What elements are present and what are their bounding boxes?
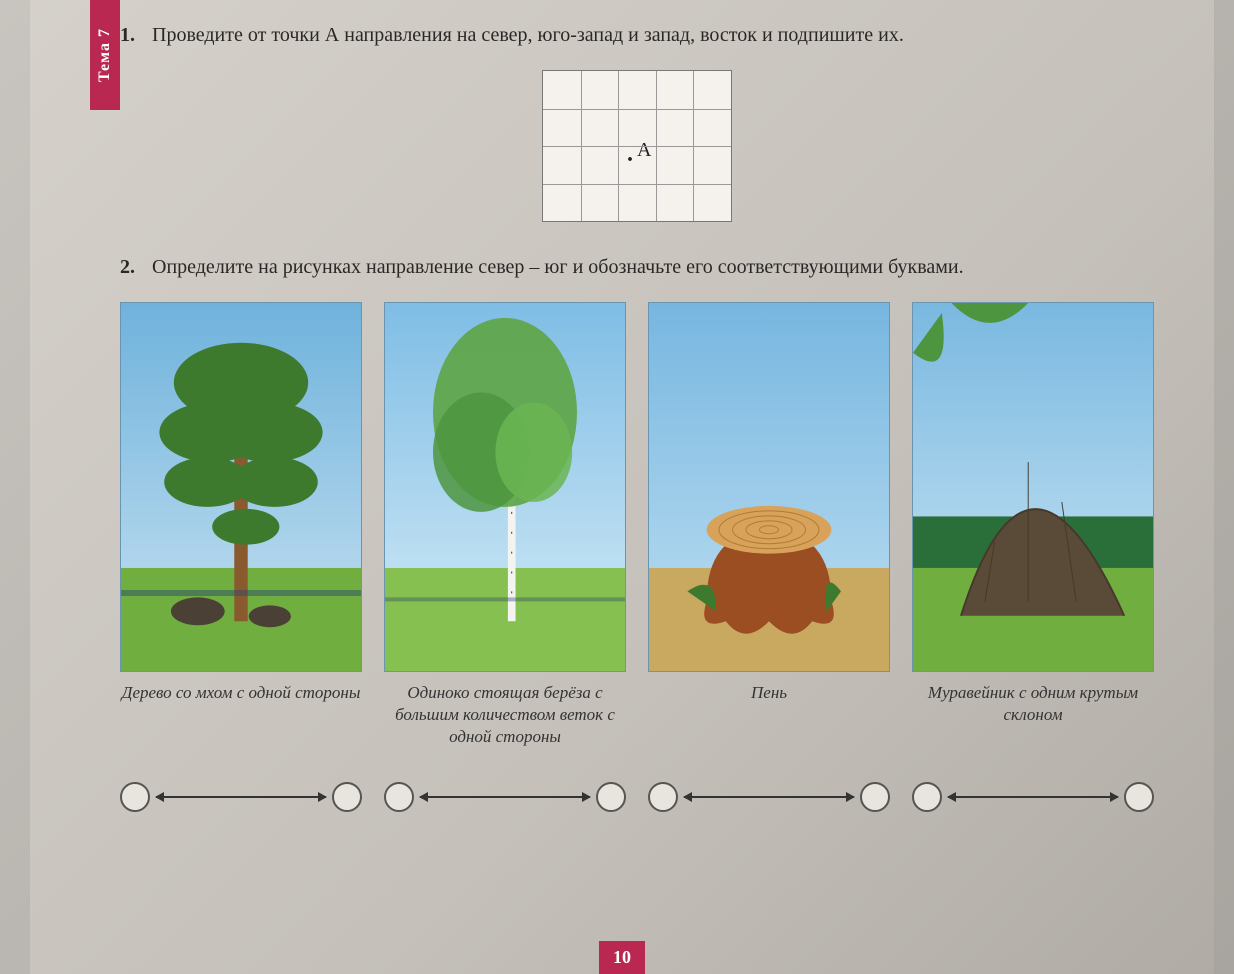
task-1-body: Проведите от точки А направления на севе… [152,24,904,46]
direction-circle-right[interactable] [596,782,626,812]
direction-answer-row [648,782,890,812]
direction-circle-left[interactable] [120,782,150,812]
task-2-text: 2. Определите на рисунках направление се… [120,252,1154,282]
illustration-pine [120,302,362,672]
illustration-birch [384,302,626,672]
direction-answer-row [384,782,626,812]
task-2-number: 2. [120,256,135,278]
illustration-card: Дерево со мхом с одной стороны [120,302,362,812]
task-2-body: Определите на рисунках направление север… [152,256,964,278]
theme-tab: Тема 7 [90,0,120,110]
direction-circle-right[interactable] [860,782,890,812]
illustration-caption: Пень [751,682,787,774]
illustration-stump [648,302,890,672]
double-arrow-icon [948,796,1118,798]
task-2: 2. Определите на рисунках направление се… [120,252,1154,282]
task-1-number: 1. [120,24,135,46]
direction-circle-left[interactable] [648,782,678,812]
double-arrow-icon [156,796,326,798]
direction-answer-row [912,782,1154,812]
illustration-anthill [912,302,1154,672]
grid-container: А [120,70,1154,222]
double-arrow-icon [684,796,854,798]
point-a-label: А [637,139,651,162]
direction-circle-right[interactable] [1124,782,1154,812]
illustration-caption: Дерево со мхом с одной стороны [122,682,361,774]
direction-circle-right[interactable] [332,782,362,812]
direction-circle-left[interactable] [912,782,942,812]
illustration-caption: Одиноко стоящая берёза с большим количес… [384,682,626,774]
task-1-text: 1. Проведите от точки А направления на с… [120,20,1154,50]
double-arrow-icon [420,796,590,798]
direction-answer-row [120,782,362,812]
illustration-caption: Муравейник с одним крутым склоном [912,682,1154,774]
illustration-card: Пень [648,302,890,812]
illustration-card: Одиноко стоящая берёза с большим количес… [384,302,626,812]
illustration-card: Муравейник с одним крутым склоном [912,302,1154,812]
coordinate-grid[interactable]: А [542,70,732,222]
direction-circle-left[interactable] [384,782,414,812]
page-number: 10 [599,941,645,974]
workbook-page: Тема 7 1. Проведите от точки А направлен… [30,0,1214,974]
illustration-row: Дерево со мхом с одной стороны Одиноко с… [120,302,1154,812]
task-1: 1. Проведите от точки А направления на с… [120,20,1154,50]
